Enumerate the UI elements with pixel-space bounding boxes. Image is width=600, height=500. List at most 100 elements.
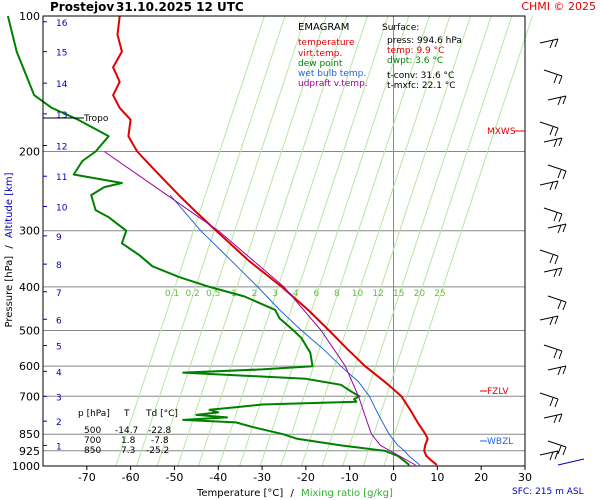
altitude-tick-label: 5	[56, 343, 62, 353]
surface-wind-barb	[557, 458, 585, 466]
surface-tmxfc: t-mxfc: 22.1 °C	[387, 81, 456, 91]
temp-tick-label: 30	[518, 471, 532, 484]
x-axis-title: Temperature [°C] / Mixing ratio [g/kg]	[196, 488, 393, 499]
wind-barb	[547, 95, 567, 106]
tropo-label: Tropo	[83, 114, 109, 124]
wind-barb	[539, 315, 559, 326]
altitude-tick-label: 9	[56, 233, 62, 243]
table-cell: 1.8	[121, 436, 136, 446]
mixing-ratio-line	[177, 15, 327, 467]
mixing-ratio-line	[362, 15, 513, 467]
mixing-ratio-label: 2	[252, 289, 258, 299]
series-dew-point	[6, 15, 410, 466]
wbzl-marker: WBZL	[480, 437, 513, 447]
legend-title: EMAGRAM	[298, 22, 349, 33]
series-temperature	[112, 15, 438, 466]
xlabel-temp: Temperature [°C]	[196, 488, 283, 499]
pressure-tick-label: 850	[19, 428, 40, 441]
pressure-tick-label: 500	[19, 325, 40, 338]
series-wet-bulb-temp	[169, 194, 421, 466]
fzlv-marker: FZLV	[480, 387, 509, 397]
legend-wet-bulb: wet bulb temp.	[298, 69, 366, 79]
temp-tick-label: -50	[165, 471, 183, 484]
y-axis-title: Pressure [hPa] / Altitude [km]	[4, 172, 15, 327]
mixing-ratio-label: 0.1	[165, 289, 179, 299]
mixing-ratio-label: 3	[272, 289, 278, 299]
altitude-tick-label: 13	[56, 111, 67, 121]
altitude-tick-label: 4	[56, 368, 62, 378]
wind-barb	[543, 344, 563, 360]
altitude-tick-label: 16	[56, 19, 68, 29]
wbzl-label: WBZL	[487, 437, 513, 447]
temp-tick-label: -20	[297, 471, 315, 484]
wind-barb	[543, 137, 563, 148]
mxws-marker: MXWS	[487, 127, 525, 137]
altitude-tick-label: 11	[56, 173, 67, 183]
temp-tick-label: -40	[209, 471, 227, 484]
mixing-ratio-label: 4	[293, 289, 299, 299]
surface-dwpt: dwpt: 3.6 °C	[387, 56, 443, 66]
mixing-ratio-label: 25	[434, 289, 445, 299]
mixing-ratio-line	[239, 15, 389, 467]
series-udpraft-v-temp	[104, 151, 416, 466]
mixing-ratio-line	[342, 15, 492, 467]
mxws-label: MXWS	[487, 127, 516, 137]
pressure-tick-label: 200	[19, 145, 40, 158]
wind-barb	[547, 440, 567, 456]
table-cell: 500	[84, 426, 101, 436]
mixing-ratio-label: 20	[414, 289, 426, 299]
table-header-p: p [hPa]	[78, 409, 110, 419]
xlabel-sep: /	[291, 488, 295, 499]
surface-info: Surface: press: 994.6 hPa temp: 9.9 °C d…	[382, 23, 462, 91]
temp-tick-label: 20	[474, 471, 488, 484]
sfc-label: SFC: 215 m ASL	[512, 487, 584, 497]
altitude-tick-label: 12	[56, 143, 67, 153]
table-cell: -7.8	[151, 436, 169, 446]
mixing-ratio-label: 10	[352, 289, 364, 299]
pressure-tick-label: 400	[19, 281, 40, 294]
altitude-tick-label: 6	[56, 316, 62, 326]
wind-barb	[547, 295, 567, 311]
table-cell: -25.2	[146, 446, 169, 456]
mixing-ratio-line	[115, 15, 265, 467]
temp-tick-label: -10	[341, 471, 359, 484]
mixing-ratio-line	[321, 15, 472, 467]
mixing-ratio-label: 8	[334, 289, 340, 299]
wind-barb	[543, 207, 563, 223]
series-layer	[6, 15, 438, 466]
table-cell: 700	[84, 436, 101, 446]
wind-barb	[539, 450, 559, 461]
mixing-ratio-line	[197, 15, 348, 467]
wind-barb	[539, 249, 559, 265]
pressure-tick-label: 100	[19, 10, 40, 23]
mixing-ratio-line	[218, 15, 368, 467]
wind-barb	[547, 223, 567, 234]
surface-title: Surface:	[382, 23, 419, 33]
pressure-tick-label: 600	[19, 360, 40, 373]
ylabel-pressure: Pressure [hPa]	[4, 256, 15, 328]
ylabel-altitude: Altitude [km]	[4, 172, 15, 238]
station-title: Prostejov	[50, 0, 114, 14]
wind-barb	[539, 121, 559, 137]
mixing-ratio-label: 0.2	[185, 289, 199, 299]
wind-barbs	[539, 38, 585, 466]
tropo-marker: Tropo	[43, 114, 109, 124]
altitude-tick-label: 15	[56, 49, 67, 59]
mixing-ratio-line	[300, 15, 451, 467]
mixing-ratio-label: 12	[372, 289, 383, 299]
table-cell: -22.8	[148, 426, 172, 436]
legend-updraft: udpraft v.temp.	[298, 79, 368, 89]
table-header-t: T	[123, 409, 130, 419]
altitude-tick-label: 7	[56, 289, 62, 299]
altitude-tick-label: 2	[56, 418, 62, 428]
mixing-ratio-line	[383, 15, 533, 467]
mixing-ratio-label: 15	[393, 289, 404, 299]
table-header-td: Td [°C]	[145, 409, 178, 419]
mixing-ratio-label: 0.5	[206, 289, 220, 299]
pressure-tick-label: 1000	[12, 460, 40, 473]
xlabel-mix: Mixing ratio [g/kg]	[301, 488, 393, 499]
plot-border	[42, 15, 526, 467]
mixing-ratio-line	[280, 15, 430, 467]
